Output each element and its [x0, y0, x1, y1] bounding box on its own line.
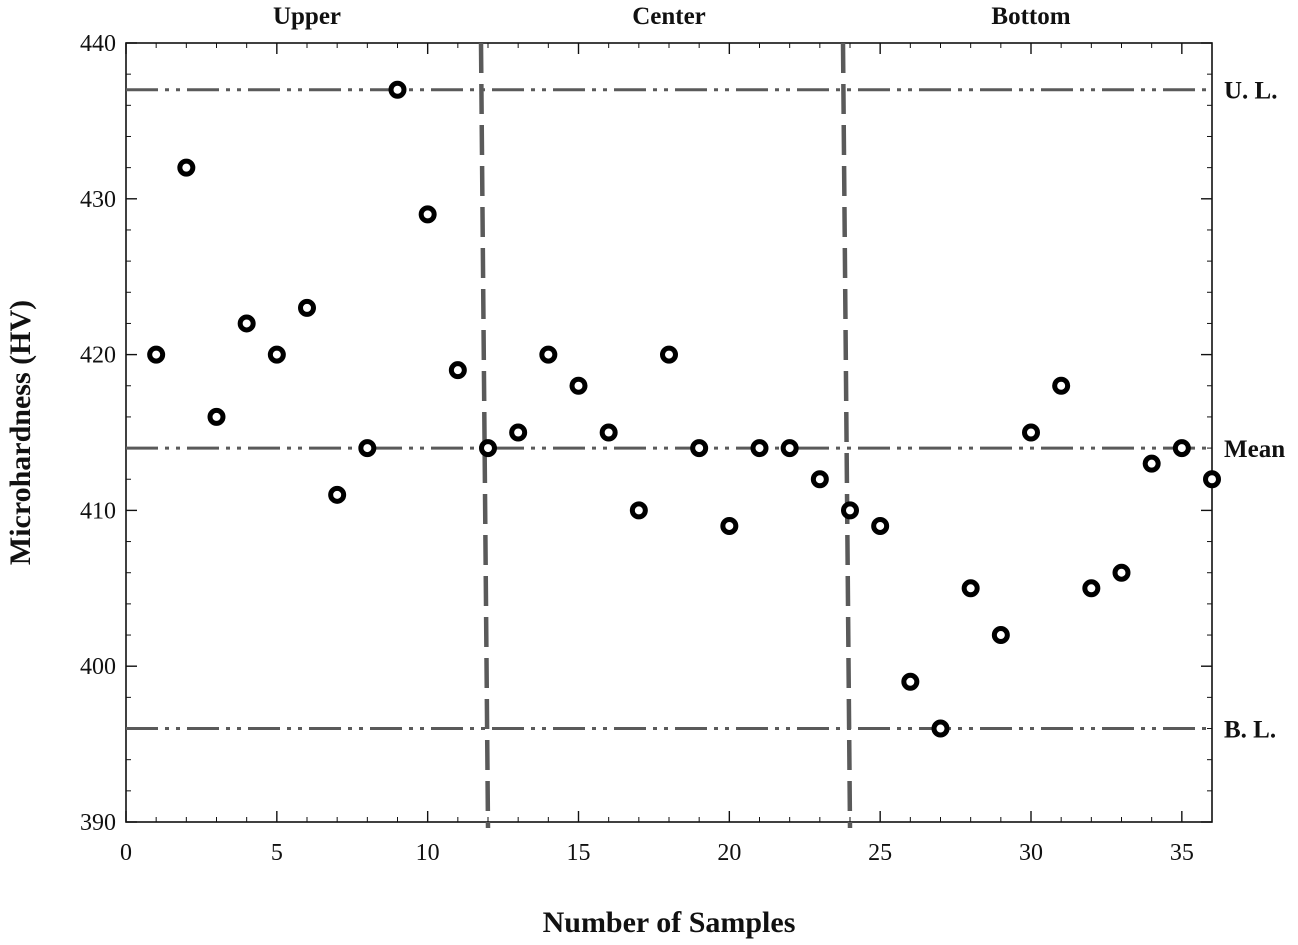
data-point: [539, 345, 558, 364]
data-point: [147, 345, 166, 364]
data-point: [750, 439, 769, 458]
x-tick-label: 0: [120, 840, 132, 866]
data-point: [328, 485, 347, 504]
y-tick-label: 410: [80, 498, 116, 524]
data-point: [448, 361, 467, 380]
data-point: [690, 439, 709, 458]
data-point: [961, 579, 980, 598]
data-point: [267, 345, 286, 364]
reference-line-label: U. L.: [1224, 78, 1277, 105]
data-point: [418, 205, 437, 224]
data-point: [841, 501, 859, 520]
data-point: [1052, 376, 1071, 395]
region-divider: [840, 42, 853, 829]
data-point: [871, 516, 890, 535]
x-tick-label: 5: [271, 840, 283, 866]
data-point: [810, 470, 829, 489]
data-point: [901, 672, 920, 691]
y-axis-title: Microhardness (HV): [4, 300, 37, 565]
data-point: [207, 407, 226, 426]
x-tick-label: 25: [868, 840, 892, 866]
data-point: [629, 501, 648, 520]
data-point: [237, 314, 256, 333]
plot-frame: [125, 42, 1213, 823]
y-tick-label: 390: [80, 810, 116, 836]
data-point: [720, 516, 739, 535]
data-point: [1082, 579, 1101, 598]
region-label: Bottom: [991, 3, 1070, 30]
x-tick-label: 35: [1170, 840, 1194, 866]
data-point: [1172, 439, 1191, 458]
y-tick-label: 430: [80, 187, 116, 213]
data-point: [780, 439, 799, 458]
data-point: [1022, 423, 1040, 442]
data-point: [298, 298, 316, 317]
data-point: [660, 345, 678, 364]
y-tick-label: 440: [80, 31, 116, 57]
reference-line-label: Mean: [1224, 436, 1285, 463]
reference-line-label: B. L.: [1224, 717, 1276, 744]
data-point: [931, 719, 950, 738]
x-axis-title: Number of Samples: [543, 906, 796, 939]
data-point: [991, 626, 1010, 645]
region-label: Upper: [273, 3, 341, 30]
data-point: [569, 376, 588, 395]
data-point: [177, 158, 196, 177]
data-point: [358, 439, 377, 458]
y-tick-label: 400: [80, 654, 116, 680]
data-point: [509, 423, 528, 442]
x-tick-label: 30: [1019, 840, 1043, 866]
x-tick-label: 10: [416, 840, 440, 866]
data-point: [1203, 470, 1221, 489]
x-tick-label: 20: [717, 840, 741, 866]
data-point: [599, 423, 618, 442]
y-tick-label: 420: [80, 343, 116, 369]
plot-area: 0 5 10 15 20 25 30 35 390 400 410 420 430 440 U. L. Mea…: [80, 3, 1285, 866]
region-divider: [478, 42, 491, 829]
data-point: [479, 439, 497, 458]
region-label: Center: [632, 3, 706, 30]
data-point: [1142, 454, 1161, 473]
data-point: [1112, 563, 1131, 582]
data-point: [388, 80, 407, 99]
x-tick-label: 15: [567, 840, 591, 866]
